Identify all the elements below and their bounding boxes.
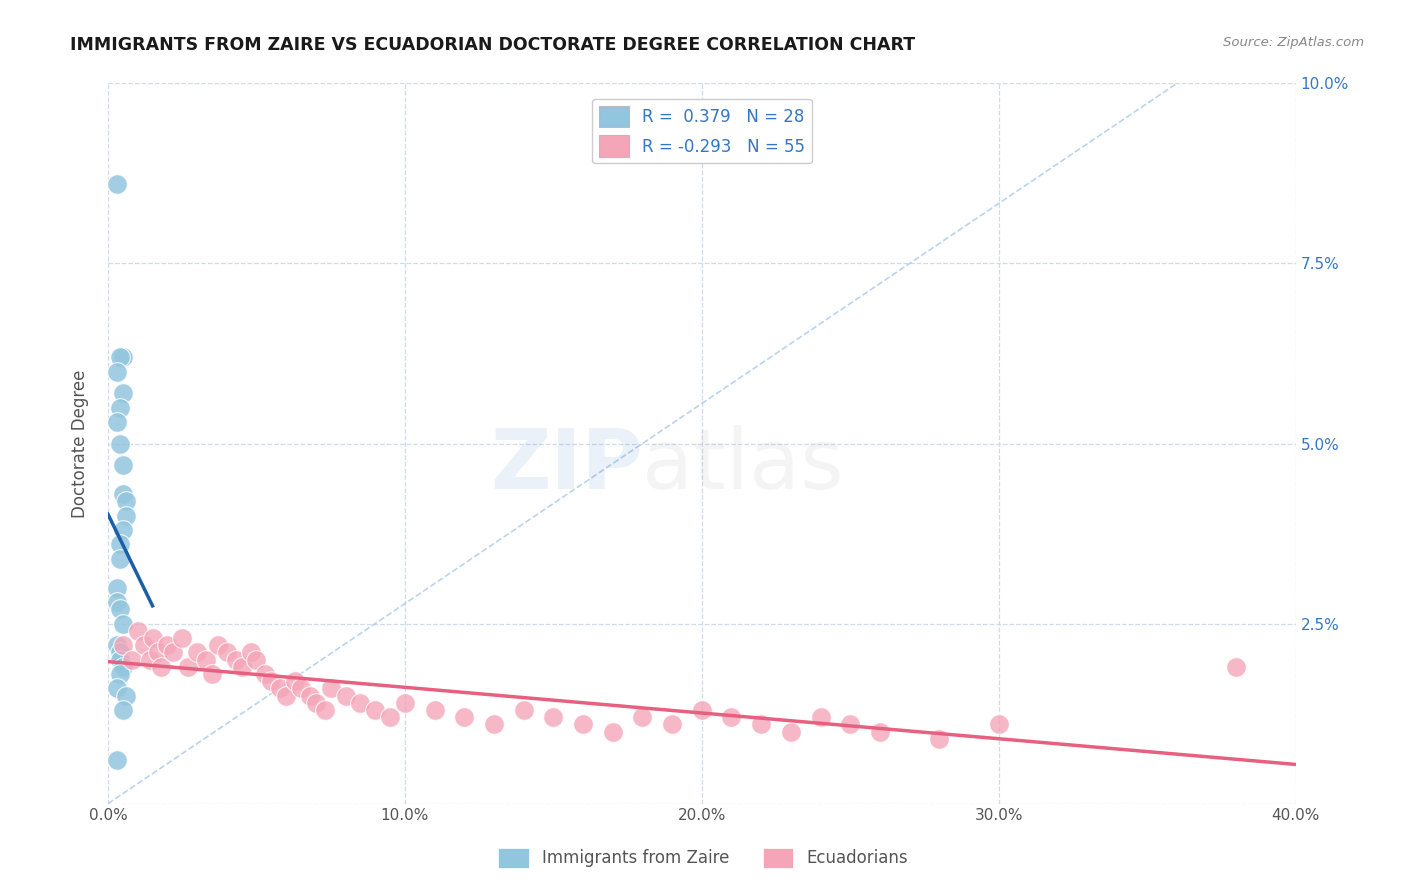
Point <box>314 703 336 717</box>
Point <box>779 724 801 739</box>
Point <box>111 386 134 401</box>
Point <box>177 660 200 674</box>
Point <box>749 717 772 731</box>
Point <box>108 602 131 616</box>
Point <box>394 696 416 710</box>
Point <box>423 703 446 717</box>
Point <box>207 638 229 652</box>
Point <box>276 689 298 703</box>
Point <box>869 724 891 739</box>
Point <box>108 537 131 551</box>
Point <box>602 724 624 739</box>
Point <box>298 689 321 703</box>
Point <box>194 652 217 666</box>
Point <box>105 638 128 652</box>
Point <box>254 667 277 681</box>
Text: IMMIGRANTS FROM ZAIRE VS ECUADORIAN DOCTORATE DEGREE CORRELATION CHART: IMMIGRANTS FROM ZAIRE VS ECUADORIAN DOCT… <box>70 36 915 54</box>
Point <box>661 717 683 731</box>
Point <box>453 710 475 724</box>
Point <box>305 696 328 710</box>
Point <box>482 717 505 731</box>
Point <box>269 681 291 696</box>
Point <box>105 595 128 609</box>
Point <box>108 645 131 659</box>
Point <box>111 458 134 472</box>
Point <box>245 652 267 666</box>
Point <box>105 415 128 429</box>
Point <box>111 638 134 652</box>
Point <box>150 660 173 674</box>
Point <box>260 674 283 689</box>
Point <box>290 681 312 696</box>
Point <box>111 487 134 501</box>
Point <box>105 753 128 767</box>
Point <box>156 638 179 652</box>
Point <box>364 703 387 717</box>
Point <box>284 674 307 689</box>
Point <box>138 652 160 666</box>
Point <box>108 551 131 566</box>
Point <box>239 645 262 659</box>
Point <box>810 710 832 724</box>
Point <box>572 717 595 731</box>
Point <box>512 703 534 717</box>
Point <box>186 645 208 659</box>
Point <box>215 645 238 659</box>
Text: atlas: atlas <box>643 425 844 506</box>
Point <box>108 652 131 666</box>
Point <box>319 681 342 696</box>
Point <box>114 689 136 703</box>
Point <box>108 401 131 415</box>
Point <box>111 660 134 674</box>
Point <box>543 710 565 724</box>
Point <box>839 717 862 731</box>
Point <box>378 710 401 724</box>
Point <box>105 178 128 192</box>
Legend: Immigrants from Zaire, Ecuadorians: Immigrants from Zaire, Ecuadorians <box>492 841 914 875</box>
Point <box>148 645 170 659</box>
Point <box>928 731 950 746</box>
Point <box>105 364 128 378</box>
Point <box>631 710 654 724</box>
Point <box>108 350 131 364</box>
Point <box>111 703 134 717</box>
Point <box>114 494 136 508</box>
Point <box>225 652 247 666</box>
Point <box>111 350 134 364</box>
Point <box>108 436 131 450</box>
Point <box>720 710 742 724</box>
Point <box>127 624 149 638</box>
Point <box>690 703 713 717</box>
Point <box>141 631 163 645</box>
Point <box>111 523 134 537</box>
Text: Source: ZipAtlas.com: Source: ZipAtlas.com <box>1223 36 1364 49</box>
Point <box>105 581 128 595</box>
Point <box>231 660 253 674</box>
Y-axis label: Doctorate Degree: Doctorate Degree <box>72 369 89 517</box>
Text: ZIP: ZIP <box>489 425 643 506</box>
Legend: R =  0.379   N = 28, R = -0.293   N = 55: R = 0.379 N = 28, R = -0.293 N = 55 <box>592 99 811 163</box>
Point <box>114 508 136 523</box>
Point <box>132 638 155 652</box>
Point <box>162 645 184 659</box>
Point <box>349 696 371 710</box>
Point <box>172 631 194 645</box>
Point <box>111 616 134 631</box>
Point <box>987 717 1010 731</box>
Point <box>121 652 143 666</box>
Point <box>105 681 128 696</box>
Point <box>335 689 357 703</box>
Point <box>108 667 131 681</box>
Point <box>1225 660 1247 674</box>
Point <box>201 667 224 681</box>
